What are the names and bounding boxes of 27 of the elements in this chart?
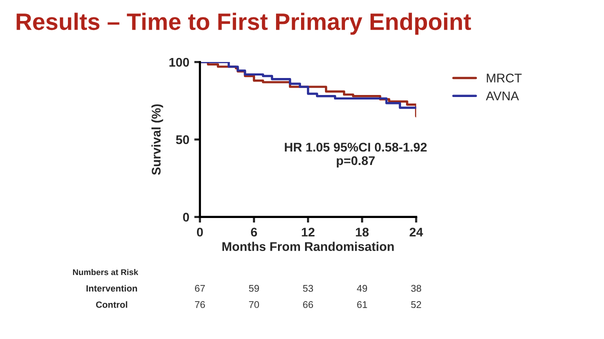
x-tick-label: 0 — [196, 228, 203, 237]
text: 52 — [411, 301, 422, 308]
x-tick-label: 6 — [250, 228, 258, 237]
text: 59 — [248, 284, 259, 292]
text: Intervention — [86, 284, 138, 292]
text: 67 — [195, 284, 205, 292]
text: 61 — [357, 301, 368, 308]
text: 53 — [303, 284, 314, 292]
annotation: HR 1.05 95%CI 0.58-1.92 p=0.87 — [284, 142, 427, 168]
text: Numbers at Risk — [73, 269, 138, 276]
y-tick-label: 50 — [176, 135, 189, 144]
x-tick-label: 12 — [302, 228, 314, 236]
x-axis-title: Months From Randomisation — [222, 242, 394, 251]
y-axis-title: Survival (%) — [151, 104, 164, 175]
text: 76 — [195, 301, 205, 308]
y-tick-label: 100 — [169, 58, 189, 67]
text: 70 — [249, 301, 260, 308]
text: 66 — [303, 301, 314, 308]
text: 49 — [356, 284, 368, 292]
x-tick-label: 24 — [410, 228, 424, 236]
chart-title: Results – Time to First Primary Endpoint — [16, 12, 471, 35]
legend-label: AVNA — [486, 92, 519, 100]
text: 38 — [411, 284, 422, 292]
legend-label: MRCT — [486, 74, 522, 82]
y-tick-label: 0 — [183, 212, 189, 222]
text: Control — [96, 301, 128, 308]
x-tick-label: 18 — [356, 228, 369, 237]
